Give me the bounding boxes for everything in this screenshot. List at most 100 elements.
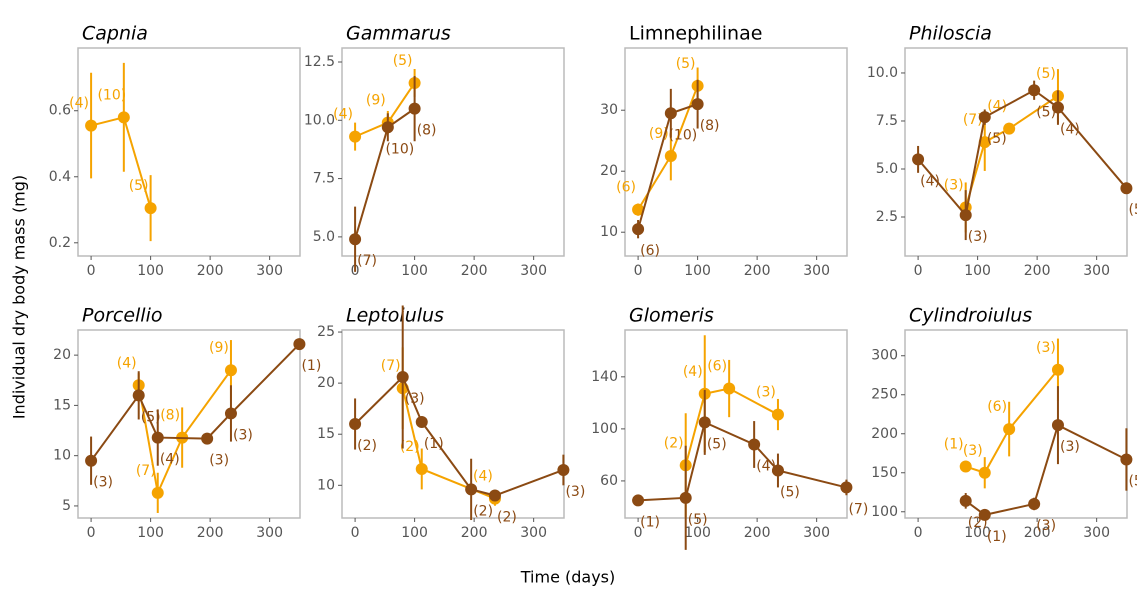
- sample-size-label: (5): [1128, 473, 1137, 489]
- sample-size-label: (3): [1036, 518, 1056, 534]
- x-tick-label: 100: [684, 263, 711, 279]
- x-tick-label: 200: [744, 263, 771, 279]
- panel-frame: [77, 329, 301, 519]
- point: [415, 462, 428, 475]
- series-line: [965, 369, 1059, 474]
- x-tick-label: 100: [684, 525, 711, 541]
- sample-size-label: (2): [497, 510, 517, 526]
- series-line: [638, 420, 847, 502]
- y-tick-label: 250: [871, 387, 898, 403]
- x-tick-label: 200: [197, 263, 224, 279]
- point: [293, 338, 306, 351]
- sample-size-label: (5): [707, 436, 727, 452]
- y-tick-label: 10: [600, 224, 618, 240]
- x-axis-label: Time (days): [520, 568, 616, 587]
- point: [748, 438, 761, 451]
- point: [465, 483, 478, 496]
- point: [632, 494, 645, 507]
- x-tick-label: 300: [803, 263, 830, 279]
- point: [1051, 101, 1064, 114]
- x-tick-label: 200: [461, 525, 488, 541]
- sample-size-label: (8): [160, 408, 180, 424]
- sample-size-label: (1): [301, 358, 321, 374]
- y-tick-label: 2.5: [876, 209, 898, 225]
- y-tick-label: 140: [591, 369, 618, 385]
- point: [396, 371, 409, 383]
- y-tick-label: 100: [871, 504, 898, 520]
- sample-size-label: (6): [987, 399, 1007, 415]
- y-tick-label: 15: [53, 397, 71, 413]
- sample-size-label: (8): [417, 123, 437, 139]
- y-tick-label: 10.0: [304, 112, 335, 128]
- point: [840, 481, 853, 494]
- series-line: [137, 369, 232, 497]
- x-tick-label: 0: [87, 525, 96, 541]
- sample-size-label: (2): [473, 503, 493, 519]
- x-tick-label: 0: [914, 263, 923, 279]
- sample-size-label: (5): [1036, 66, 1056, 82]
- sample-size-label: (3): [1036, 340, 1056, 356]
- y-axis-label: Individual dry body mass (mg): [10, 175, 29, 419]
- sample-size-label: (8): [700, 118, 720, 134]
- sample-size-label: (3): [1060, 439, 1080, 455]
- point: [349, 418, 362, 430]
- point: [1120, 182, 1133, 195]
- y-tick-label: 0.2: [49, 235, 71, 251]
- x-tick-label: 200: [1024, 525, 1051, 541]
- y-tick-label: 10: [53, 448, 71, 464]
- y-tick-label: 12.5: [304, 54, 335, 70]
- series-line: [917, 89, 1128, 218]
- sample-size-label: (5): [987, 131, 1007, 147]
- point: [912, 153, 925, 166]
- y-tick-label: 0.6: [49, 103, 71, 119]
- y-tick-label: 20: [600, 163, 618, 179]
- x-tick-label: 200: [461, 263, 488, 279]
- point: [151, 431, 164, 444]
- sample-size-label: (3): [963, 443, 983, 459]
- x-tick-label: 0: [87, 263, 96, 279]
- sample-size-label: (3): [756, 385, 776, 401]
- x-tick-label: 200: [197, 525, 224, 541]
- x-tick-label: 100: [964, 525, 991, 541]
- point: [978, 111, 991, 124]
- point: [959, 494, 972, 507]
- point: [132, 389, 145, 402]
- y-tick-label: 5.0: [313, 229, 335, 245]
- x-tick-label: 300: [1083, 263, 1110, 279]
- sample-size-label: (10): [97, 87, 126, 103]
- point: [1051, 419, 1064, 432]
- sample-size-label: (3): [209, 453, 229, 469]
- sample-size-label: (3): [405, 391, 425, 407]
- y-tick-label: 300: [871, 348, 898, 364]
- series-line: [354, 375, 564, 497]
- panel-frame: [624, 329, 848, 519]
- point: [1003, 423, 1016, 436]
- sample-size-label: (3): [944, 177, 964, 193]
- x-tick-label: 200: [1024, 263, 1051, 279]
- point: [978, 466, 991, 479]
- sample-size-label: (1): [424, 436, 444, 452]
- point: [632, 223, 645, 236]
- point: [978, 508, 991, 521]
- y-tick-label: 5: [62, 498, 71, 514]
- x-tick-label: 200: [744, 525, 771, 541]
- sample-size-label: (5): [393, 53, 413, 69]
- point: [488, 489, 501, 502]
- y-tick-label: 7.5: [876, 113, 898, 129]
- sample-size-label: (5): [688, 512, 708, 528]
- sample-size-label: (5): [780, 485, 800, 501]
- sample-size-label: (3): [233, 427, 253, 443]
- point: [1028, 497, 1041, 510]
- point: [415, 415, 428, 428]
- y-tick-label: 100: [591, 421, 618, 437]
- point: [144, 202, 157, 215]
- sample-size-label: (5): [676, 56, 696, 72]
- y-tick-label: 15: [317, 426, 335, 442]
- sample-size-label: (1): [987, 529, 1007, 545]
- x-tick-label: 300: [1083, 525, 1110, 541]
- sample-size-label: (4): [683, 364, 703, 380]
- point: [201, 432, 214, 445]
- x-tick-label: 100: [137, 525, 164, 541]
- sample-size-label: (2): [357, 438, 377, 454]
- panel-title: Limnephilinae: [629, 23, 762, 45]
